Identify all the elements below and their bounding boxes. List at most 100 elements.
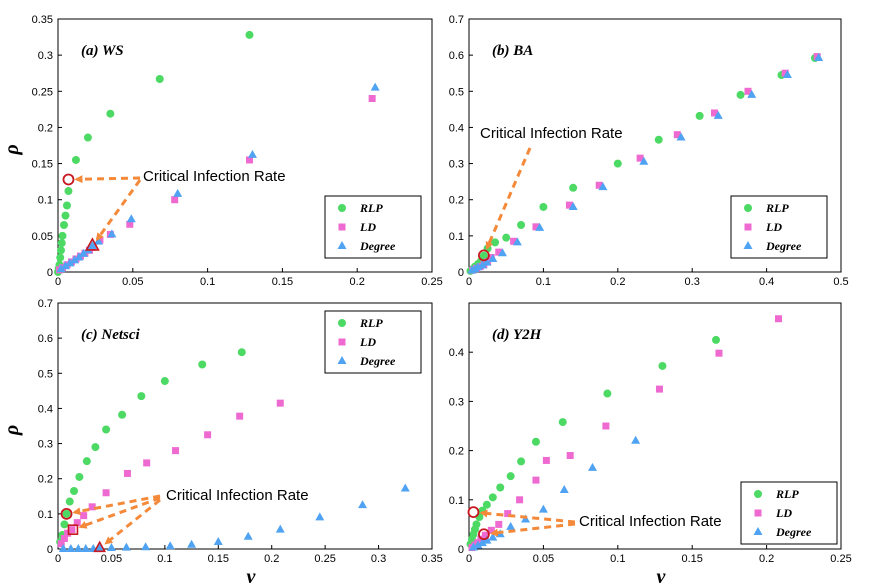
panel-b-ld-point — [595, 181, 603, 189]
panel-a-degree-point — [74, 252, 84, 261]
panel-a-rlp-point — [57, 239, 66, 248]
panel-b-ytick-label: 0.7 — [449, 14, 464, 26]
panel-a-rlp-point — [58, 231, 67, 240]
panel-c-degree-point — [315, 512, 325, 521]
panel-c-ld-point — [64, 529, 72, 537]
panel-a-ld-point — [368, 95, 376, 103]
panel-d-frame — [468, 302, 842, 550]
panel-d-degree-point — [473, 540, 483, 549]
panel-b-legend-rlp-marker — [744, 204, 752, 212]
panel-d-degree-point — [477, 538, 487, 547]
panel-a-degree-point — [65, 258, 75, 267]
panel-d-critical-marker — [477, 528, 490, 541]
panel-d-ld-point — [532, 476, 540, 484]
panel-a-degree-point — [87, 240, 97, 249]
panel-c-critical-arrow — [72, 494, 161, 516]
panel-c-frame — [57, 302, 433, 550]
panel-c: 0 0.05 0.1 0.15 0.2 0.25 0.3 0.35 0 0.1 0.2 0.3 0.4 0… — [1, 298, 443, 588]
panel-d-degree-point — [559, 484, 569, 493]
panel-d-ld-point — [516, 496, 524, 504]
panel-a-legend-degree-marker — [337, 241, 347, 249]
panel-a-degree-point — [107, 229, 117, 238]
panel-c-ld-point — [276, 399, 284, 407]
panel-a: 0 0.05 0.1 0.15 0.2 0.25 0 0.05 0.1 0.15 0.2 0.25 0.… — [1, 14, 443, 288]
panel-a-ytick-label: 0.25 — [32, 86, 53, 98]
panel-d-critical-label: Critical Infection Rate — [579, 513, 722, 530]
panel-b-ytick-label: 0.4 — [449, 122, 464, 134]
panel-d-rlp-point — [712, 335, 721, 344]
panel-c-degree-point — [243, 531, 253, 540]
panel-a-degree-point — [370, 82, 380, 91]
panel-d-rlp-point — [482, 500, 491, 509]
panel-c-ld-point — [68, 526, 76, 534]
panel-b-ytick-label: 0.3 — [449, 159, 464, 171]
panel-a-critical-label: Critical Infection Rate — [143, 168, 286, 185]
panel-c-ytick-label: 0.7 — [38, 298, 53, 310]
panel-c-ytick-label: 0.6 — [38, 333, 53, 345]
panel-b-degree-point — [488, 253, 498, 262]
panel-b-ytick-label: 0.5 — [449, 86, 464, 98]
panel-b-legend-degree-marker — [743, 241, 753, 249]
panel-b-degree-point — [713, 110, 723, 119]
panel-c-xtick-label: 0.1 — [157, 553, 172, 565]
panel-b-ytick-label: 0 — [458, 267, 464, 279]
panel-a-frame — [57, 18, 433, 273]
panel-d-ld-point — [542, 456, 550, 464]
panel-c-degree-point — [213, 536, 223, 545]
panel-b-legend-ld-label: LD — [765, 220, 782, 234]
panel-c-rlp-point — [62, 509, 71, 518]
panel-b-degree-point — [639, 156, 649, 165]
panel-d-legend-rlp-marker — [754, 490, 762, 498]
panel-d-xtick-label: 0.2 — [759, 553, 774, 565]
panel-a-rlp-point — [83, 133, 92, 142]
panel-d-xtick-label: 0 — [466, 553, 472, 565]
panel-c-degree-point — [106, 542, 116, 551]
panel-d-title: (d) Y2H — [492, 327, 543, 343]
panel-c-rlp-point — [102, 425, 111, 434]
panel-b-ytick-label: 0.2 — [449, 195, 464, 207]
panel-b-degree-point — [497, 248, 507, 257]
panel-c-legend-rlp-marker — [338, 319, 346, 327]
panel-b-ld-point — [744, 87, 752, 95]
panel-b-degree-point — [568, 201, 578, 210]
panel-c-legend-ld-label: LD — [359, 335, 376, 349]
panel-a-ytick-label: 0.1 — [38, 195, 53, 207]
panel-b-xtick-label: 0.4 — [759, 276, 774, 288]
panel-d-critical-arrow — [489, 522, 576, 537]
panel-a-legend-ld-marker — [338, 223, 346, 231]
panel-c-legend-ld-marker — [338, 338, 346, 346]
panel-a-rlp-point — [62, 201, 71, 210]
panel-c-degree-point — [400, 483, 410, 492]
panel-d-degree-point — [631, 435, 641, 444]
panel-b-degree-point — [676, 132, 686, 141]
panel-c-ld-point — [123, 469, 131, 477]
panel-a-xtick-label: 0 — [55, 276, 61, 288]
panel-d-ld-point — [715, 349, 723, 357]
panel-a-degree-point — [60, 261, 70, 270]
panel-a-xtick-label: 0.1 — [200, 276, 215, 288]
panel-d-degree-point — [588, 462, 598, 471]
panel-c-ld-point — [143, 459, 151, 467]
panel-a-critical-marker — [62, 173, 75, 186]
panel-b-xtick-label: 0.2 — [610, 276, 625, 288]
panel-a-legend-rlp-marker — [338, 204, 346, 212]
panel-d-ld-point — [504, 510, 512, 518]
panel-d-xtick-label: 0.05 — [533, 553, 554, 565]
panel-c-ld-point — [236, 412, 244, 420]
panel-b-degree-point — [814, 53, 824, 62]
panel-a-xtick-label: 0.2 — [350, 276, 365, 288]
panel-d-degree-point — [538, 504, 548, 513]
panel-c-degree-point — [165, 541, 175, 550]
panel-c-xtick-label: 0.2 — [264, 553, 279, 565]
panel-c-title: (c) Netsci — [81, 327, 141, 343]
panel-b-rlp-point — [479, 251, 488, 260]
panel-a-ytick-label: 0.3 — [38, 50, 53, 62]
panel-c-ld-point — [73, 519, 81, 527]
panel-c-degree-point — [66, 544, 76, 552]
panel-c-ytick-label: 0.1 — [38, 509, 53, 521]
panel-c-rlp-point — [137, 392, 146, 401]
panel-a-rlp-point — [64, 187, 73, 196]
panel-d-critical-marker — [467, 506, 480, 518]
panel-b-legend-ld-marker — [744, 223, 752, 231]
panel-c-ld-point — [102, 489, 110, 497]
